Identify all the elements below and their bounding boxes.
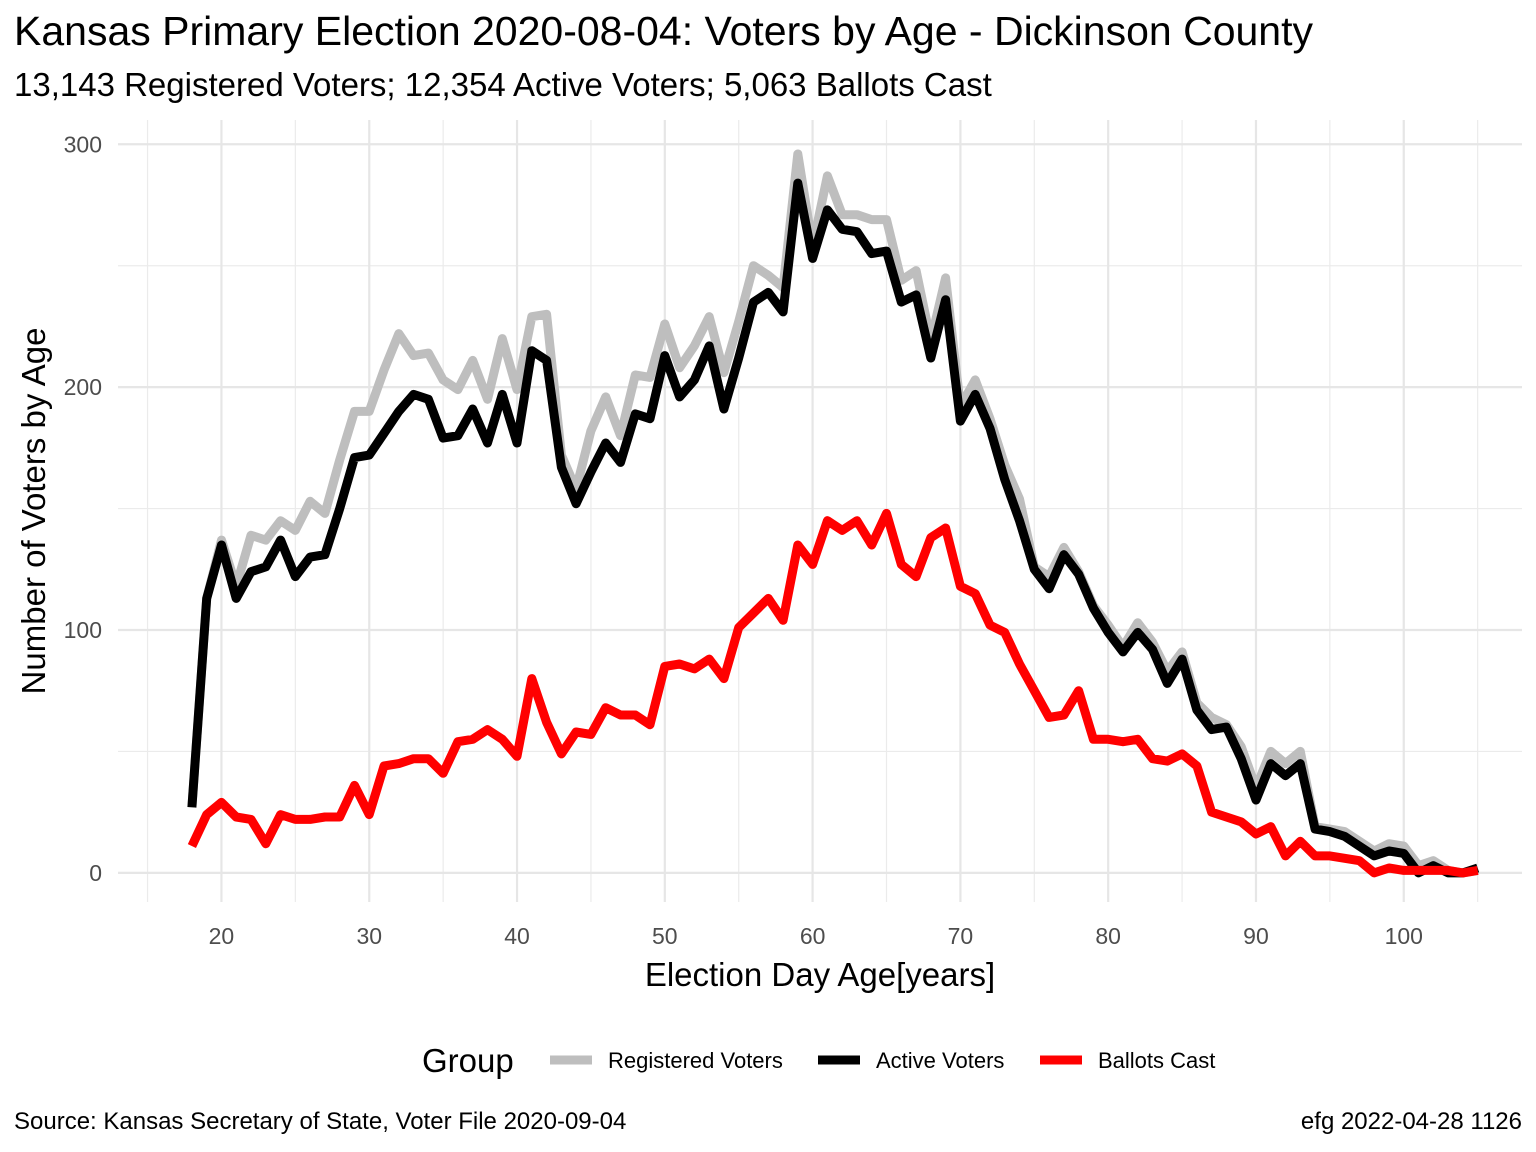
series-line-1 — [187, 149, 1479, 878]
x-tick-label: 20 — [209, 923, 235, 949]
x-tick-label: 60 — [800, 923, 826, 949]
chart-subtitle: 13,143 Registered Voters; 12,354 Active … — [14, 66, 992, 103]
y-tick-label: 100 — [64, 617, 102, 643]
chart-title: Kansas Primary Election 2020-08-04: Vote… — [14, 8, 1313, 54]
y-tick-label: 0 — [89, 860, 102, 886]
source-caption: Source: Kansas Secretary of State, Voter… — [14, 1108, 627, 1135]
x-tick-label: 80 — [1095, 923, 1121, 949]
y-tick-label: 300 — [64, 131, 102, 157]
series-line-3 — [187, 508, 1479, 878]
legend-label: Ballots Cast — [1098, 1048, 1215, 1073]
x-axis-title: Election Day Age[years] — [645, 956, 995, 993]
y-tick-label: 200 — [64, 374, 102, 400]
x-tick-label: 70 — [948, 923, 974, 949]
credit-caption: efg 2022-04-28 1126 — [1300, 1108, 1522, 1135]
x-tick-label: 40 — [504, 923, 530, 949]
legend-label: Registered Voters — [608, 1048, 783, 1073]
x-tick-label: 30 — [356, 923, 382, 949]
line-chart: 20 30 40 50 60 70 80 90 100 0 100 200 300 Election Da… — [15, 120, 1522, 1079]
y-axis-title: Number of Voters by Age — [15, 328, 52, 695]
x-tick-label: 50 — [652, 923, 678, 949]
x-tick-label: 90 — [1243, 923, 1269, 949]
legend-label: Active Voters — [876, 1048, 1004, 1073]
legend-title: Group — [422, 1042, 514, 1079]
x-tick-label: 100 — [1385, 923, 1423, 949]
series-line-2 — [187, 178, 1480, 878]
